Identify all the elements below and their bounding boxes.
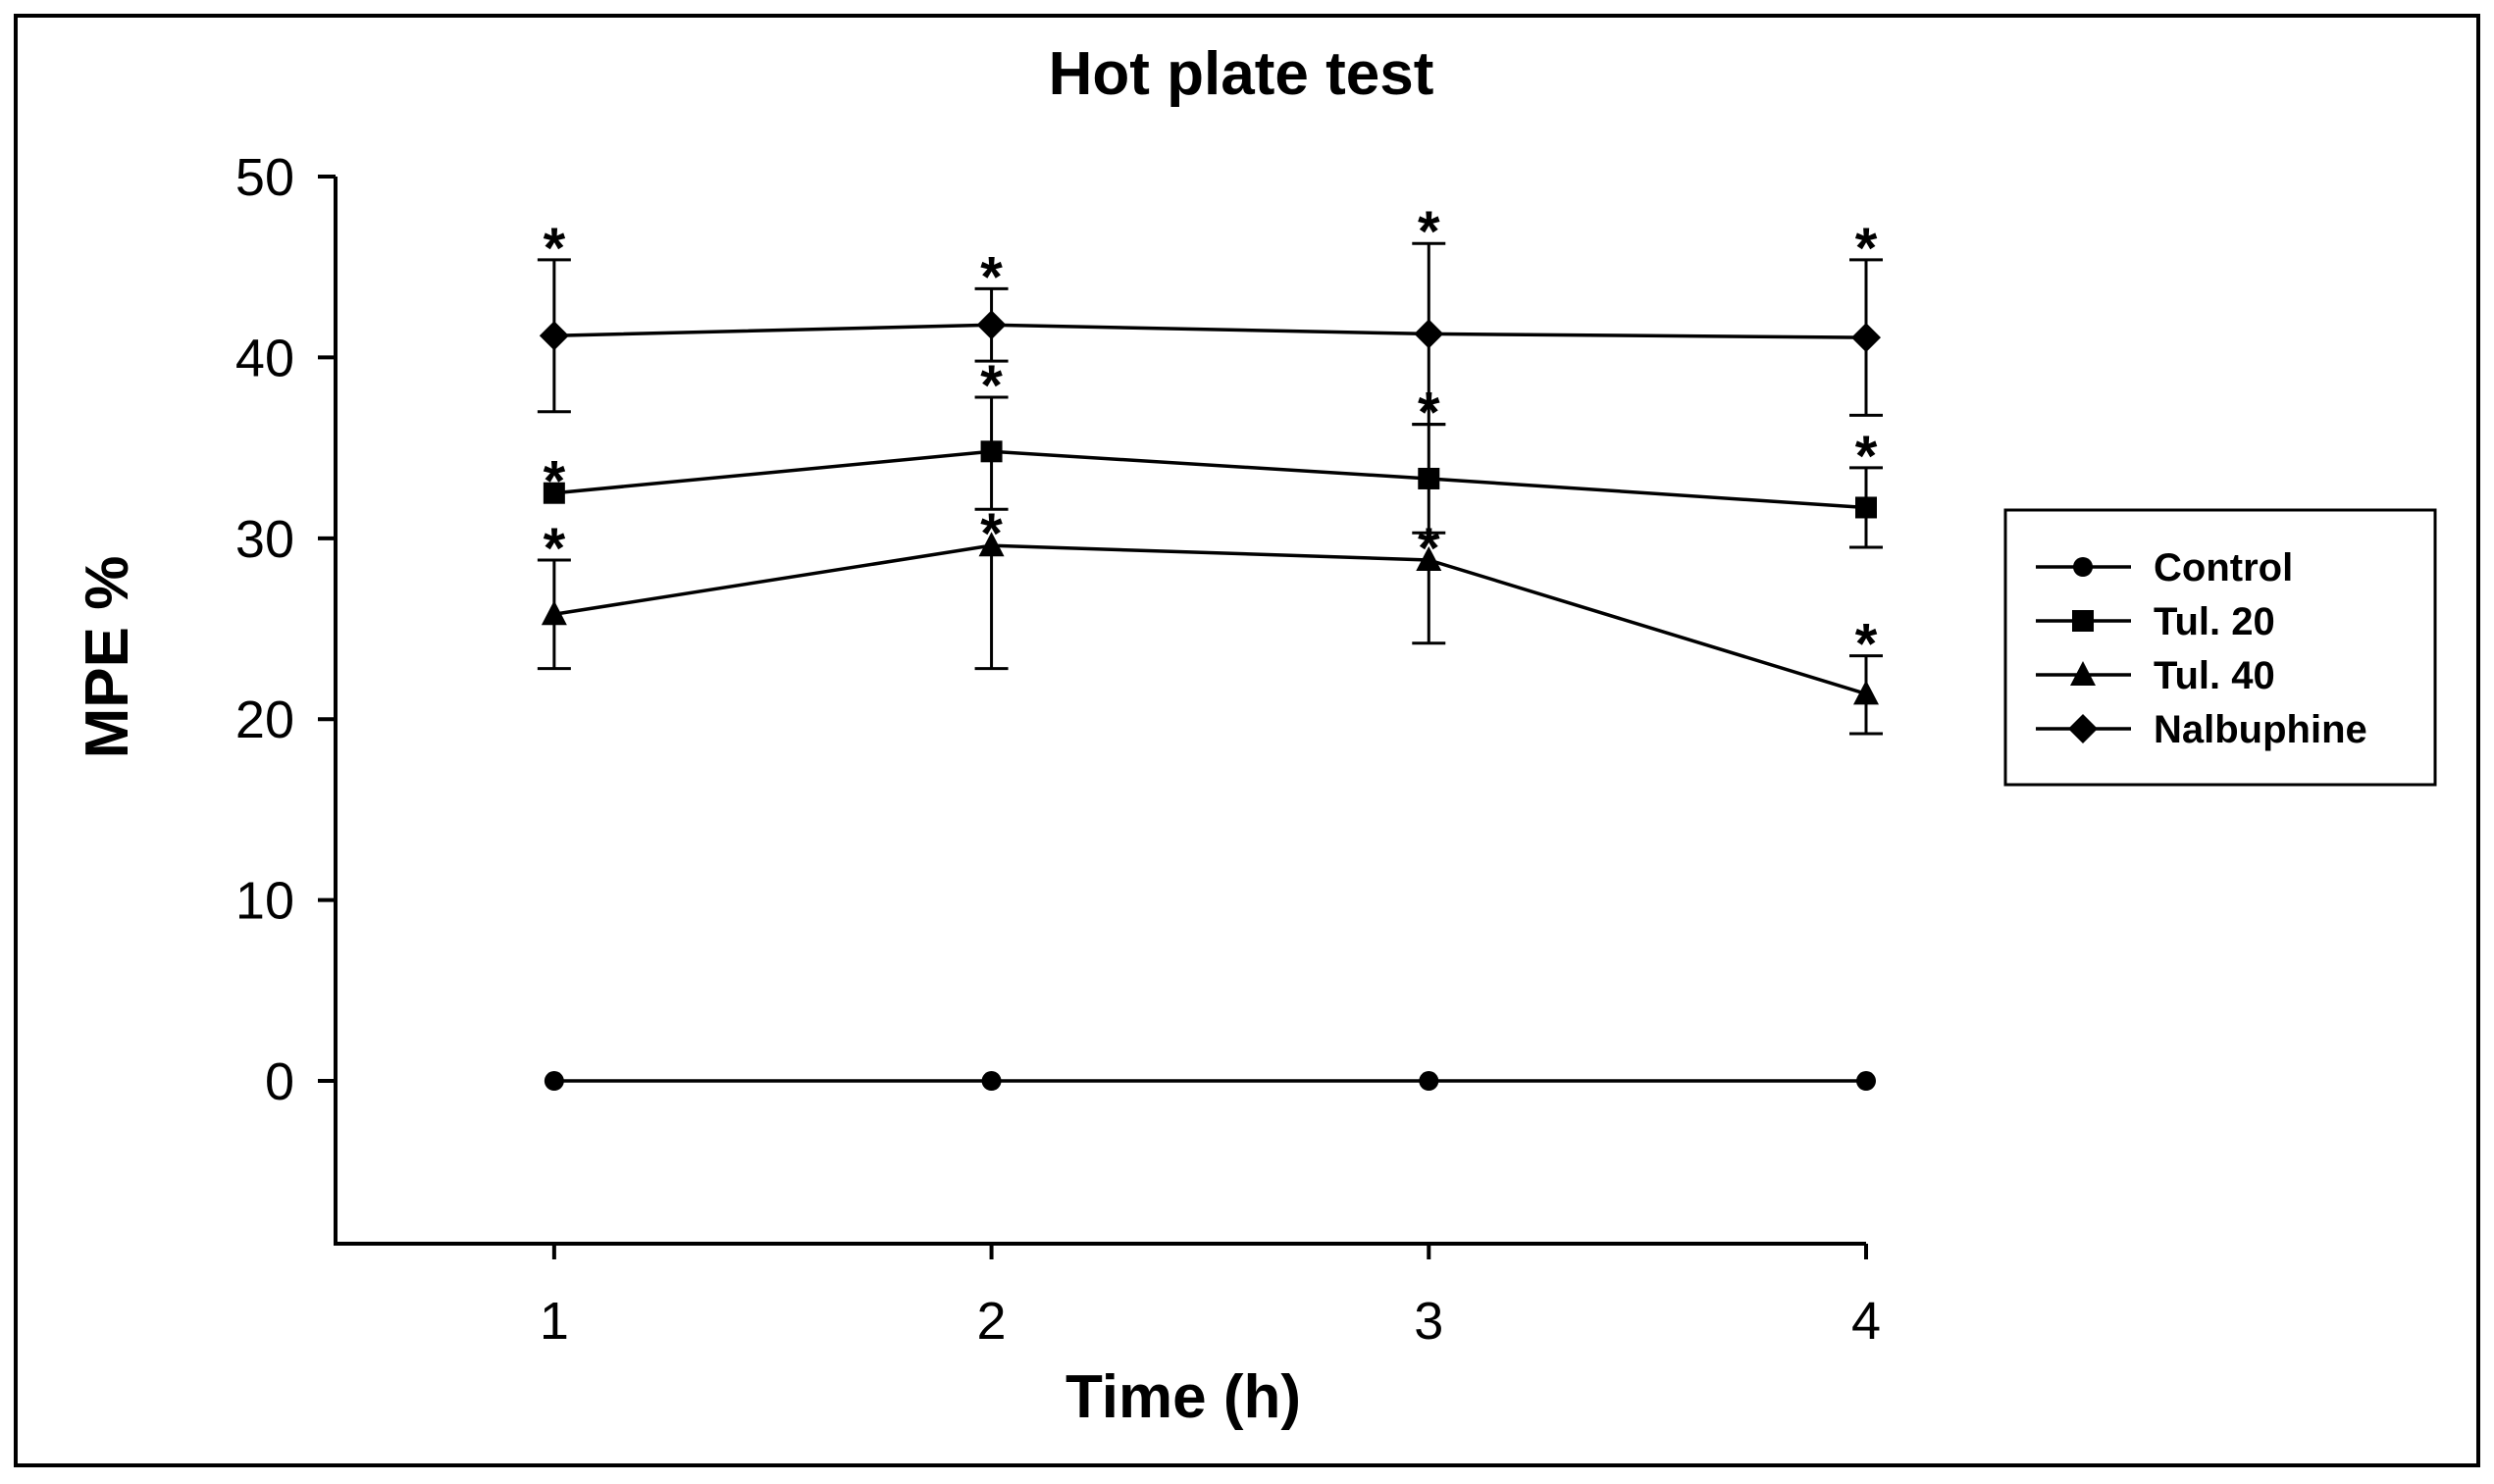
legend-item-tul-40: Tul. 40 <box>2036 654 2275 697</box>
data-point-tul-40 <box>541 600 567 626</box>
significance-marker: * <box>1855 425 1878 488</box>
legend: Control Tul. 20 Tul. 40 Nalbuphine <box>2003 508 2437 787</box>
plot-series: ************ <box>537 200 1883 1092</box>
significance-marker: * <box>980 502 1003 566</box>
series-control <box>544 1071 1876 1092</box>
series-line-nalbuphine <box>553 323 1867 339</box>
data-point-control <box>1419 1071 1439 1092</box>
significance-marker: * <box>1418 200 1440 264</box>
chart-title: Hot plate test <box>1049 40 1434 108</box>
significance-marker: * <box>1855 217 1878 281</box>
data-point-tul-40 <box>978 532 1005 557</box>
data-point-tul-20 <box>1855 496 1877 519</box>
significance-marker: * <box>544 517 566 581</box>
legend-marker-tul-40 <box>2070 661 2096 686</box>
significance-marker: * <box>544 217 566 281</box>
legend-marker-nalbuphine <box>2068 714 2098 743</box>
series-tul-40: * * * * <box>537 502 1883 736</box>
data-point-nalbuphine <box>976 310 1007 340</box>
y-axis-label: MPE % <box>74 556 141 759</box>
significance-marker: * <box>1855 613 1878 677</box>
legend-label-tul-40: Tul. 40 <box>2154 654 2275 697</box>
series-line-tul-20 <box>553 449 1867 510</box>
data-point-nalbuphine <box>539 321 569 351</box>
legend-label-control: Control <box>2154 546 2293 589</box>
data-point-nalbuphine <box>1851 323 1881 353</box>
legend-item-nalbuphine: Nalbuphine <box>2036 708 2367 751</box>
x-tick-label: 3 <box>1414 1292 1443 1351</box>
data-point-control <box>981 1071 1002 1092</box>
legend-label-nalbuphine: Nalbuphine <box>2154 708 2367 751</box>
legend-item-tul-20: Tul. 20 <box>2036 600 2275 643</box>
y-tick-label: 50 <box>235 148 294 207</box>
data-point-control <box>544 1071 564 1092</box>
x-tick-label: 2 <box>977 1292 1007 1351</box>
data-point-tul-20 <box>543 482 565 504</box>
series-line-tul-40 <box>553 543 1867 696</box>
x-axis-ticks: 1 2 3 4 <box>540 1244 1881 1351</box>
data-point-tul-20 <box>1418 467 1440 489</box>
y-axis-ticks: 0 10 20 30 40 50 <box>235 148 336 1111</box>
legend-label-tul-20: Tul. 20 <box>2154 600 2275 643</box>
data-point-nalbuphine <box>1414 319 1444 349</box>
significance-marker: * <box>544 450 566 514</box>
y-tick-label: 0 <box>265 1052 294 1111</box>
series-tul-20: **** <box>543 354 1883 549</box>
significance-marker: * <box>980 354 1003 418</box>
legend-item-control: Control <box>2036 546 2293 589</box>
legend-marker-tul-20 <box>2072 610 2094 632</box>
x-axis-label: Time (h) <box>1065 1363 1301 1431</box>
x-tick-label: 4 <box>1851 1292 1881 1351</box>
legend-box <box>2003 508 2437 787</box>
data-point-tul-20 <box>980 440 1003 463</box>
x-tick-label: 1 <box>540 1292 569 1351</box>
y-tick-label: 20 <box>235 691 294 749</box>
data-point-tul-40 <box>1416 545 1442 571</box>
data-point-control <box>1856 1071 1876 1092</box>
series-nalbuphine: * * * * <box>537 200 1883 427</box>
significance-marker: * <box>1418 517 1440 581</box>
legend-marker-control <box>2073 557 2093 577</box>
y-tick-label: 40 <box>235 329 294 387</box>
legend-items: Control Tul. 20 Tul. 40 Nalbuphine <box>2036 546 2367 751</box>
data-point-tul-40 <box>1853 680 1879 705</box>
significance-marker: * <box>980 245 1003 309</box>
y-tick-label: 10 <box>235 872 294 931</box>
y-tick-label: 30 <box>235 510 294 569</box>
